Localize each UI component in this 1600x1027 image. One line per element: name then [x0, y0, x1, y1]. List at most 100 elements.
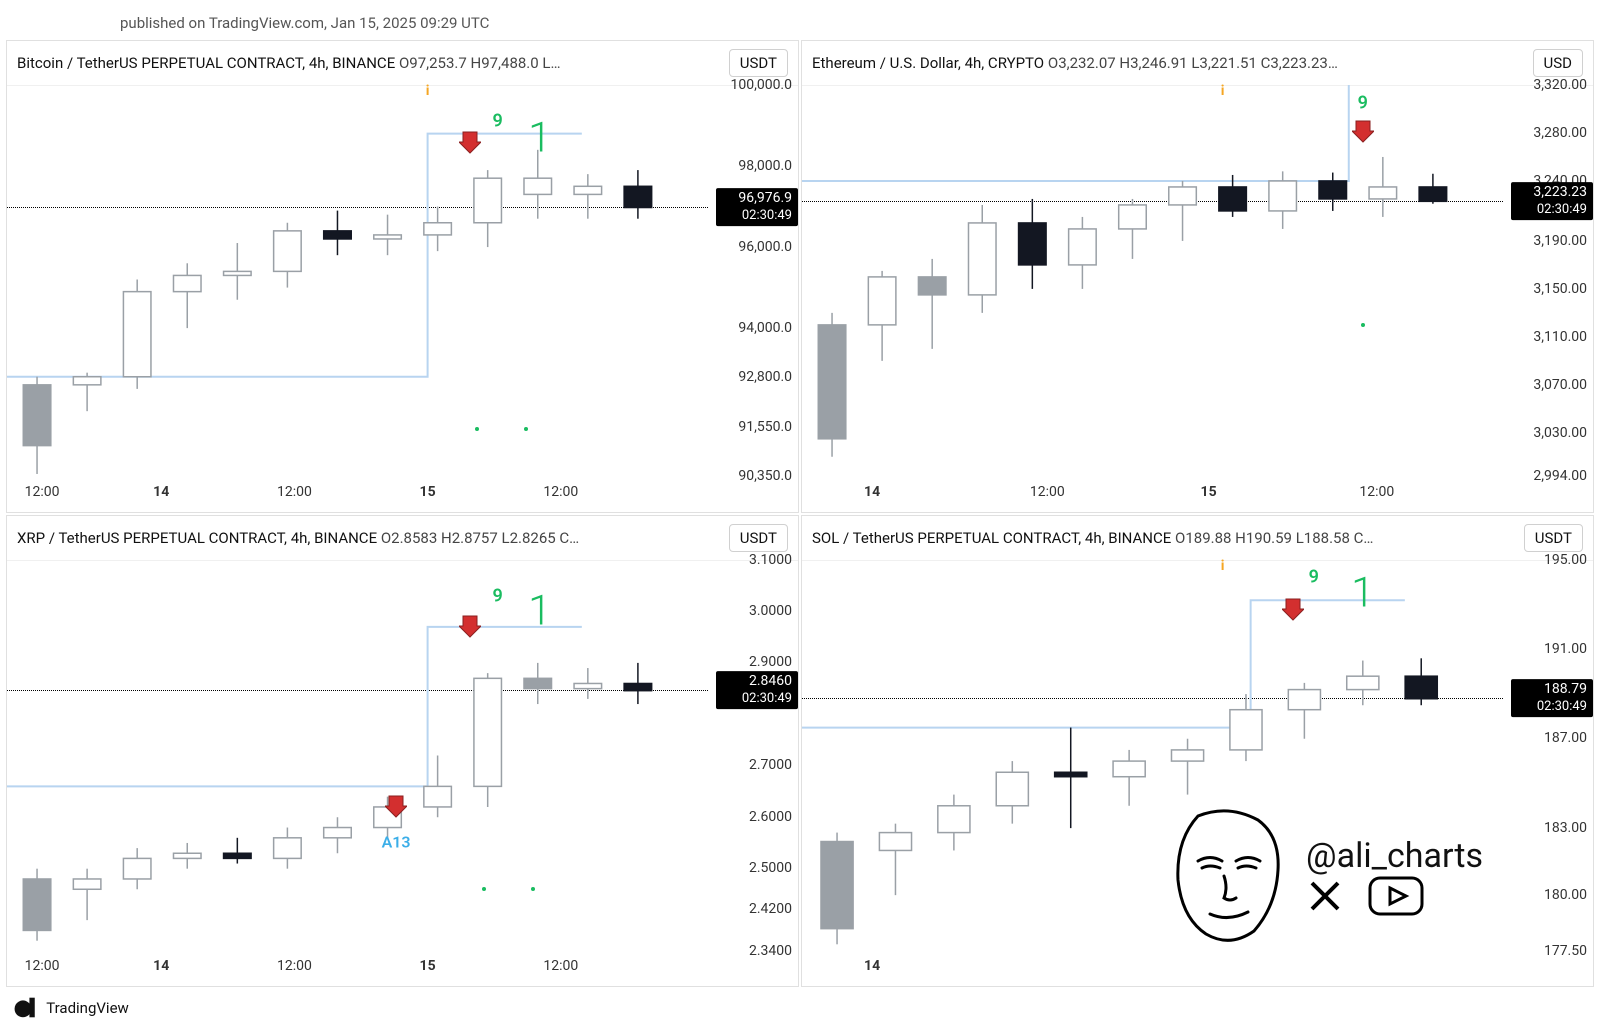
x-tick-label: 15	[1201, 484, 1217, 500]
y-tick-label: 183.00	[1544, 820, 1587, 836]
panel-header: SOL / TetherUS PERPETUAL CONTRACT, 4h, B…	[802, 516, 1593, 561]
y-tick-label: 100,000.0	[730, 77, 792, 93]
x-tick-label: 15	[420, 958, 436, 974]
y-tick-label: 2.7000	[749, 757, 792, 773]
down-arrow-icon	[459, 614, 481, 638]
y-tick-label: 3,150.00	[1533, 281, 1587, 297]
down-arrow-icon	[385, 794, 407, 818]
x-axis[interactable]: 12:001412:001512:00	[7, 950, 708, 986]
x-icon	[1306, 877, 1344, 915]
x-tick-label: 12:00	[277, 484, 312, 500]
y-tick-label: 3,320.00	[1533, 77, 1587, 93]
signal-big-count: 1	[528, 586, 551, 635]
y-tick-label: 90,350.0	[738, 468, 792, 484]
chart-panel-btc[interactable]: Bitcoin / TetherUS PERPETUAL CONTRACT, 4…	[6, 40, 799, 513]
info-icon: i	[426, 83, 430, 99]
y-tick-label: 3,280.00	[1533, 125, 1587, 141]
y-tick-label: 2.3400	[749, 943, 792, 959]
y-tick-label: 2.9000	[749, 654, 792, 670]
signal-count: 9	[493, 585, 503, 606]
y-tick-label: 3,190.00	[1533, 233, 1587, 249]
x-tick-label: 12:00	[1359, 484, 1394, 500]
x-tick-label: 14	[153, 484, 169, 500]
y-axis[interactable]: 3,320.003,280.003,240.003,223.2302:30:49…	[1503, 85, 1593, 476]
y-axis[interactable]: 100,000.098,000.096,976.902:30:4996,000.…	[708, 85, 798, 476]
panel-title: Bitcoin / TetherUS PERPETUAL CONTRACT, 4…	[17, 54, 561, 72]
signal-label: A13	[382, 833, 411, 852]
panel-title: SOL / TetherUS PERPETUAL CONTRACT, 4h, B…	[812, 529, 1373, 547]
y-axis[interactable]: 3.10003.00002.90002.846002:30:492.70002.…	[708, 560, 798, 951]
currency-badge[interactable]: USD	[1533, 49, 1583, 77]
x-tick-label: 15	[420, 484, 436, 500]
chart-panel-xrp[interactable]: XRP / TetherUS PERPETUAL CONTRACT, 4h, B…	[6, 515, 799, 988]
y-tick-label: 98,000.0	[738, 158, 792, 174]
y-tick-label: 2,994.00	[1533, 468, 1587, 484]
y-tick-label: 3.1000	[749, 552, 792, 568]
signal-count: 9	[1309, 567, 1319, 588]
signal-big-count: 1	[528, 113, 551, 162]
down-arrow-icon	[459, 130, 481, 154]
y-tick-label: 2.6000	[749, 809, 792, 825]
x-axis[interactable]: 1412:001512:00	[802, 476, 1503, 512]
y-tick-label: 187.00	[1544, 730, 1587, 746]
y-tick-label: 2.4200	[749, 901, 792, 917]
signal-big-count: 1	[1351, 569, 1374, 618]
x-tick-label: 12:00	[1030, 484, 1065, 500]
y-tick-label: 91,550.0	[738, 419, 792, 435]
tradingview-footer-logo: ⬤▍ TradingView	[14, 998, 129, 1017]
panel-header: Ethereum / U.S. Dollar, 4h, CRYPTO O3,23…	[802, 41, 1593, 86]
chart-panel-eth[interactable]: Ethereum / U.S. Dollar, 4h, CRYPTO O3,23…	[801, 40, 1594, 513]
y-tick-label: 2.5000	[749, 860, 792, 876]
currency-badge[interactable]: USDT	[729, 49, 788, 77]
x-tick-label: 12:00	[543, 958, 578, 974]
x-tick-label: 12:00	[25, 958, 60, 974]
signal-count: 9	[493, 111, 503, 132]
y-tick-label: 3,070.00	[1533, 377, 1587, 393]
y-tick-label: 3.0000	[749, 603, 792, 619]
price-tag: 2.846002:30:49	[716, 671, 798, 709]
price-tag: 3,223.2302:30:49	[1511, 182, 1593, 220]
y-tick-label: 94,000.0	[738, 320, 792, 336]
x-tick-label: 14	[864, 958, 880, 974]
currency-badge[interactable]: USDT	[1524, 524, 1583, 552]
chart-grid: Bitcoin / TetherUS PERPETUAL CONTRACT, 4…	[6, 40, 1594, 987]
panel-title: Ethereum / U.S. Dollar, 4h, CRYPTO O3,23…	[812, 54, 1338, 72]
candle-svg	[7, 560, 708, 951]
down-arrow-icon	[1352, 119, 1374, 143]
y-tick-label: 177.50	[1544, 943, 1587, 959]
candle-svg	[802, 85, 1503, 476]
y-tick-label: 180.00	[1544, 887, 1587, 903]
y-tick-label: 195.00	[1544, 552, 1587, 568]
panel-title: XRP / TetherUS PERPETUAL CONTRACT, 4h, B…	[17, 529, 579, 547]
down-arrow-icon	[1282, 597, 1304, 621]
price-tag: 188.7902:30:49	[1511, 679, 1593, 717]
info-icon: i	[1221, 83, 1225, 99]
x-tick-label: 12:00	[25, 484, 60, 500]
x-axis[interactable]: 12:00 14 12:00 15 12:00	[7, 476, 708, 512]
currency-badge[interactable]: USDT	[729, 524, 788, 552]
y-tick-label: 191.00	[1544, 641, 1587, 657]
panel-header: Bitcoin / TetherUS PERPETUAL CONTRACT, 4…	[7, 41, 798, 86]
youtube-icon	[1368, 876, 1424, 916]
chart-panel-sol[interactable]: SOL / TetherUS PERPETUAL CONTRACT, 4h, B…	[801, 515, 1594, 988]
x-tick-label: 12:00	[277, 958, 312, 974]
x-tick-label: 12:00	[543, 484, 578, 500]
y-axis[interactable]: 195.00191.00188.7902:30:49187.00183.0018…	[1503, 560, 1593, 951]
x-axis[interactable]: 14	[802, 950, 1503, 986]
author-handle: @ali_charts	[1306, 836, 1483, 876]
info-icon: i	[1221, 558, 1225, 574]
signal-dot	[475, 427, 479, 431]
panel-header: XRP / TetherUS PERPETUAL CONTRACT, 4h, B…	[7, 516, 798, 561]
y-tick-label: 96,000.0	[738, 239, 792, 255]
signal-count: 9	[1358, 92, 1368, 113]
chart-plot-area[interactable]: 9 1 A13	[7, 560, 708, 951]
signal-dot	[1361, 323, 1365, 327]
y-tick-label: 3,110.00	[1533, 329, 1587, 345]
face-sketch-icon	[1158, 806, 1288, 946]
author-watermark: @ali_charts	[1158, 806, 1483, 946]
tv-glyph-icon: ⬤▍	[14, 998, 40, 1017]
chart-plot-area[interactable]: i 9 1	[7, 85, 708, 476]
signal-dot	[524, 427, 528, 431]
chart-plot-area[interactable]: i9	[802, 85, 1503, 476]
price-tag: 96,976.902:30:49	[716, 189, 798, 227]
